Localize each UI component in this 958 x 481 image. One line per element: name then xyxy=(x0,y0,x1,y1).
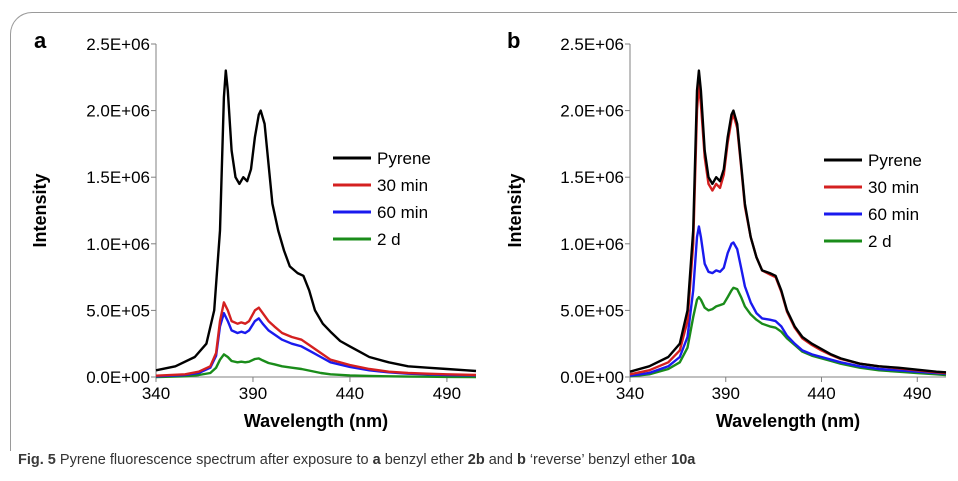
panel-label: a xyxy=(34,28,47,53)
chart-panel-b: b 0.0E+00 5.0E+05 1.0E+06 1.5E+06 2.0E+06 2.5E… xyxy=(505,28,947,431)
legend-label: 30 min xyxy=(377,176,428,195)
x-tick-label: 490 xyxy=(433,384,461,403)
y-tick-label: 5.0E+05 xyxy=(86,301,150,320)
caption-text-2: benzyl ether xyxy=(380,452,468,468)
y-tick-label: 0.0E+00 xyxy=(560,368,624,387)
series-line-30-min xyxy=(155,301,477,377)
y-tick-label: 1.0E+06 xyxy=(86,235,150,254)
y-tick-label: 1.5E+06 xyxy=(86,168,150,187)
series-line-60-min xyxy=(629,225,947,377)
series-line-2-d xyxy=(155,353,477,379)
series-line-2-d xyxy=(629,286,947,378)
legend-label: Pyrene xyxy=(868,151,922,170)
x-tick-label: 390 xyxy=(239,384,267,403)
y-tick-label: 1.0E+06 xyxy=(560,235,624,254)
caption-bold-3: b xyxy=(516,452,526,468)
x-axis-title: Wavelength (nm) xyxy=(716,411,860,431)
x-tick-label: 440 xyxy=(336,384,364,403)
panel-label: b xyxy=(507,28,520,53)
y-tick-label: 2.0E+06 xyxy=(560,102,624,121)
legend-label: 2 d xyxy=(868,232,892,251)
y-tick-label: 0.0E+00 xyxy=(86,368,150,387)
x-tick-label: 490 xyxy=(903,384,931,403)
chart-panel-a: a 0.0E+00 5.0E+05 1.0E+06 1.5E+06 2.0E+06 2.5E… xyxy=(30,28,477,431)
x-tick-label: 440 xyxy=(807,384,835,403)
y-tick-label: 2.5E+06 xyxy=(86,35,150,54)
legend-label: 60 min xyxy=(377,203,428,222)
caption-fig-label: Fig. 5 xyxy=(18,452,56,468)
x-tick-label: 390 xyxy=(712,384,740,403)
x-tick-label: 340 xyxy=(142,384,170,403)
y-tick-label: 1.5E+06 xyxy=(560,168,624,187)
caption-bold-1: a xyxy=(372,452,381,468)
caption-bold-4: 10a xyxy=(671,452,696,468)
y-axis-title: Intensity xyxy=(505,173,525,247)
series-line-pyrene xyxy=(155,69,477,373)
legend-label: 2 d xyxy=(377,230,401,249)
y-tick-label: 5.0E+05 xyxy=(560,301,624,320)
caption-text-4: ‘reverse’ benzyl ether xyxy=(525,452,672,468)
series-line-30-min xyxy=(629,82,947,376)
y-tick-label: 2.5E+06 xyxy=(560,35,624,54)
y-axis-title: Intensity xyxy=(30,173,50,247)
legend-label: Pyrene xyxy=(377,149,431,168)
legend-label: 60 min xyxy=(868,205,919,224)
caption-text-1: Pyrene fluorescence spectrum after expos… xyxy=(55,452,373,468)
x-axis-title: Wavelength (nm) xyxy=(244,411,388,431)
figure-frame xyxy=(10,12,957,451)
legend-label: 30 min xyxy=(868,178,919,197)
figure-caption: Fig. 5 Pyrene fluorescence spectrum afte… xyxy=(18,452,695,468)
caption-text-3: and xyxy=(484,452,517,468)
caption-bold-2: 2b xyxy=(467,452,485,468)
y-tick-label: 2.0E+06 xyxy=(86,102,150,121)
series-line-pyrene xyxy=(629,69,947,374)
x-tick-label: 340 xyxy=(616,384,644,403)
